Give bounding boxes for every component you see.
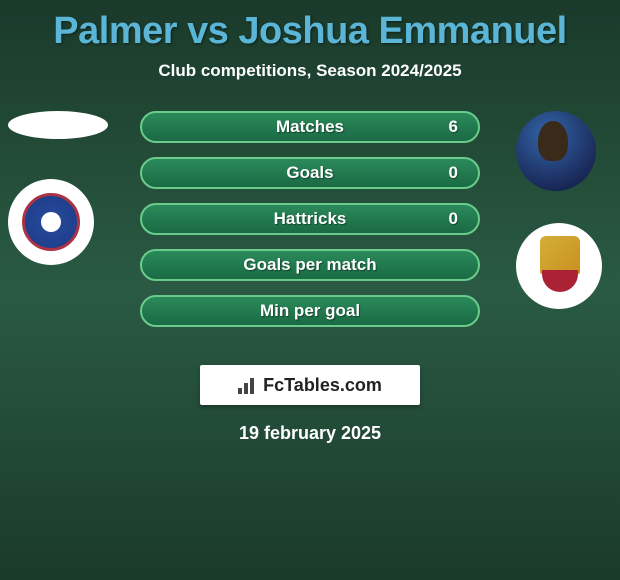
bars-icon (238, 376, 260, 394)
right-player-column (516, 111, 602, 309)
player2-photo (516, 111, 596, 191)
stat-label: Goals per match (162, 255, 458, 275)
stat-row-matches: Matches 6 (140, 111, 480, 143)
stat-row-goals: Goals 0 (140, 157, 480, 189)
chesterfield-logo-icon (22, 193, 80, 251)
season-subtitle: Club competitions, Season 2024/2025 (0, 61, 620, 81)
branding-box: FcTables.com (200, 365, 420, 405)
player1-club-logo (8, 179, 94, 265)
stat-row-goals-per-match: Goals per match (140, 249, 480, 281)
player2-club-logo (516, 223, 602, 309)
stats-list: Matches 6 Goals 0 Hattricks 0 Goals per … (140, 111, 480, 341)
date-label: 19 february 2025 (0, 423, 620, 444)
comparison-content: Matches 6 Goals 0 Hattricks 0 Goals per … (0, 111, 620, 351)
stat-label: Goals (162, 163, 458, 183)
stat-value: 0 (449, 209, 458, 229)
stat-value: 0 (449, 163, 458, 183)
left-player-column (8, 111, 108, 265)
comparison-title: Palmer vs Joshua Emmanuel (0, 0, 620, 53)
stat-value: 6 (449, 117, 458, 137)
branding-label: FcTables.com (263, 375, 382, 396)
player1-photo-placeholder (8, 111, 108, 139)
doncaster-logo-icon (532, 236, 587, 296)
stat-row-min-per-goal: Min per goal (140, 295, 480, 327)
stat-row-hattricks: Hattricks 0 (140, 203, 480, 235)
branding-text: FcTables.com (238, 375, 382, 396)
stat-label: Hattricks (162, 209, 458, 229)
stat-label: Min per goal (162, 301, 458, 321)
stat-label: Matches (162, 117, 458, 137)
